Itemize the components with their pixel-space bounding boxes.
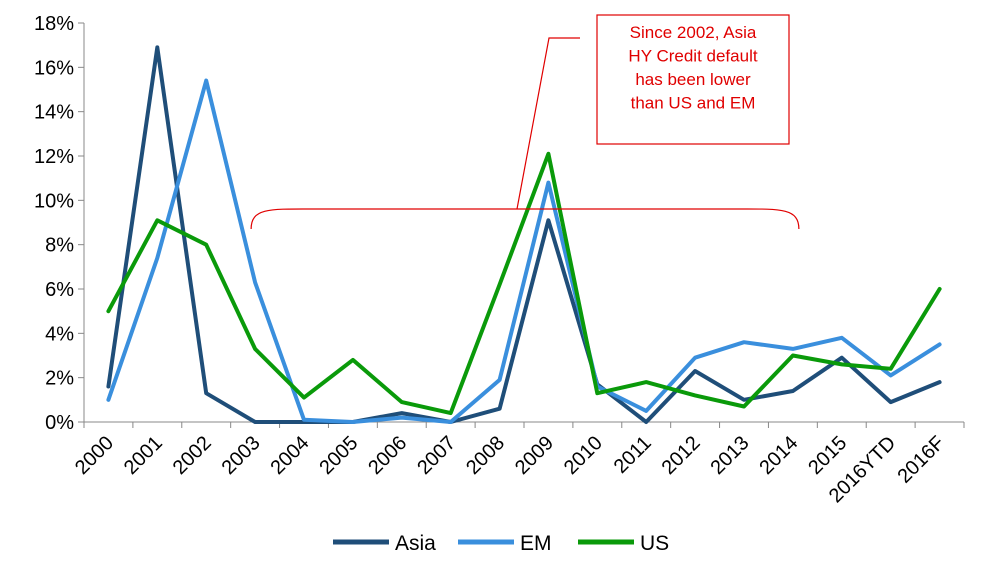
x-tick-label: 2007: [413, 432, 460, 479]
x-tick-label: 2006: [364, 432, 411, 479]
series-line-asia: [106, 45, 942, 424]
x-tick-label: 2014: [755, 432, 802, 479]
annotation-leader: [516, 37, 580, 210]
annotation-text-line: has been lower: [635, 70, 751, 89]
annotation-box: [596, 14, 790, 145]
x-tick-label: 2001: [120, 432, 167, 479]
y-tick-label: 0%: [45, 412, 74, 434]
y-tick-label: 16%: [34, 57, 74, 79]
x-tick-label: 2004: [267, 432, 314, 479]
x-tick-label: 2008: [462, 432, 509, 479]
y-tick-label: 6%: [45, 279, 74, 301]
series-line-em: [106, 78, 942, 424]
annotation-text-line: HY Credit default: [628, 47, 757, 66]
y-tick-label: 2%: [45, 368, 74, 390]
legend-label-asia: Asia: [395, 532, 436, 555]
y-tick-label: 14%: [34, 102, 74, 124]
y-tick-label: 18%: [34, 13, 74, 35]
x-tick-label: 2011: [610, 432, 656, 478]
annotation-text-line: than US and EM: [631, 94, 756, 113]
x-tick-label: 2002: [169, 432, 216, 479]
x-tick-label: 2010: [560, 432, 607, 479]
x-tick-label: 2009: [511, 432, 558, 479]
annotation-text-line: Since 2002, Asia: [630, 23, 757, 42]
x-tick-label: 2005: [315, 432, 362, 479]
y-tick-label: 12%: [34, 146, 74, 168]
x-tick-label: 2016F: [893, 432, 949, 488]
y-tick-label: 10%: [34, 190, 74, 212]
x-tick-label: 2012: [658, 432, 705, 479]
legend-label-em: EM: [520, 532, 552, 555]
y-tick-label: 4%: [45, 323, 74, 345]
series-line-us: [106, 151, 942, 416]
x-tick-label: 2003: [218, 432, 265, 479]
y-tick-label: 8%: [45, 235, 74, 257]
legend-label-us: US: [640, 532, 669, 555]
x-tick-label: 2000: [71, 432, 118, 479]
annotation-bracket: [250, 208, 800, 230]
x-tick-label: 2013: [707, 432, 754, 479]
